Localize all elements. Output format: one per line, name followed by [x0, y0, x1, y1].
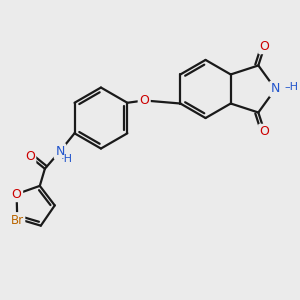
Text: N: N	[55, 145, 65, 158]
Text: N: N	[271, 82, 280, 95]
Text: O: O	[139, 94, 149, 107]
Text: –H: –H	[285, 82, 299, 92]
Text: ·H: ·H	[60, 154, 72, 164]
Text: O: O	[260, 40, 270, 52]
Text: Br: Br	[11, 214, 24, 226]
Text: O: O	[25, 150, 35, 163]
Text: O: O	[12, 188, 22, 201]
Text: O: O	[260, 125, 270, 138]
